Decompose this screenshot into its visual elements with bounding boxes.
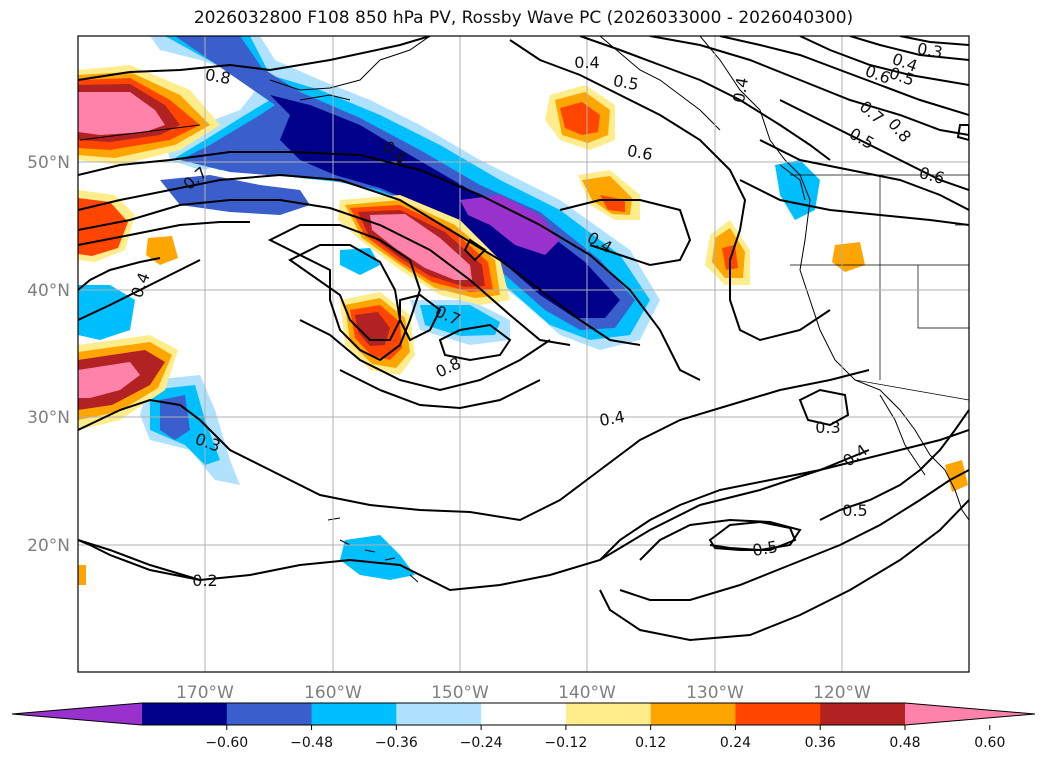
lon-tick-label: 160°W	[304, 683, 362, 703]
lat-tick-label: 30°N	[27, 408, 70, 428]
lon-tick-label: 150°W	[431, 683, 489, 703]
colorbar-segment	[396, 703, 482, 725]
contour-label: 0.2	[192, 571, 217, 590]
lon-tick-label: 120°W	[813, 683, 871, 703]
contour-label: 0.4	[598, 407, 626, 430]
lon-tick-label: 140°W	[558, 683, 616, 703]
contour-label: 0.3	[815, 418, 840, 437]
colorbar-extend-low	[12, 703, 142, 725]
pc-contours	[78, 36, 969, 642]
colorbar-tick-label: 0.24	[720, 735, 751, 751]
contour-label: 0.3	[916, 39, 944, 62]
colorbar: −0.60 −0.48 −0.36 −0.24 −0.12 0.12 0.24 0.36 0.4…	[11, 702, 1036, 751]
colorbar-segment	[735, 703, 821, 725]
colorbar-segment	[565, 703, 652, 725]
colorbar-segment	[142, 703, 228, 725]
colorbar-segment	[311, 703, 397, 725]
contour-label: 0.5	[751, 537, 779, 560]
colorbar-tick-label: −0.12	[544, 735, 587, 751]
gridlines	[78, 36, 969, 672]
colorbar-segment	[820, 703, 906, 725]
contour-label: 0.8	[204, 65, 232, 88]
colorbar-tick-label: 0.36	[805, 735, 836, 751]
colorbar-segment	[481, 703, 567, 725]
contour-label: 0.5	[612, 71, 640, 94]
colorbar-tick-label: −0.36	[375, 735, 418, 751]
map-border	[77, 35, 970, 673]
colorbar-tick-label: 0.60	[974, 735, 1005, 751]
colorbar-tick-label: −0.60	[205, 735, 248, 751]
contour-label: 0.5	[842, 501, 867, 520]
coastlines	[79, 36, 969, 583]
colorbar-tick-label: −0.48	[290, 735, 333, 751]
colorbar-tick-label: 0.48	[889, 735, 920, 751]
lat-tick-label: 40°N	[27, 281, 70, 301]
contour-label: 0.4	[729, 76, 752, 104]
lat-tick-label: 50°N	[27, 153, 70, 173]
map-title: 2026032800 F108 850 hPa PV, Rossby Wave …	[193, 8, 854, 28]
lat-tick-label: 20°N	[27, 536, 70, 556]
colorbar-segment	[650, 703, 736, 725]
map-area: 0.80.40.5 0.40.30.40.50.60.70.80.50.60.60…	[78, 36, 969, 672]
lon-tick-label: 130°W	[686, 683, 744, 703]
lon-ticks: 170°W 160°W 150°W 140°W 130°W 120°W	[176, 683, 871, 703]
pv-shading	[78, 36, 968, 585]
contour-label: 0.4	[574, 53, 599, 72]
colorbar-tick-label: 0.12	[635, 735, 666, 751]
colorbar-segment	[226, 703, 313, 725]
colorbar-extend-high	[905, 703, 1035, 725]
lon-tick-label: 170°W	[176, 683, 234, 703]
colorbar-tick-label: −0.24	[460, 735, 503, 751]
lat-ticks: 50°N 40°N 30°N 20°N	[27, 153, 70, 556]
contour-label: 0.6	[626, 141, 654, 164]
